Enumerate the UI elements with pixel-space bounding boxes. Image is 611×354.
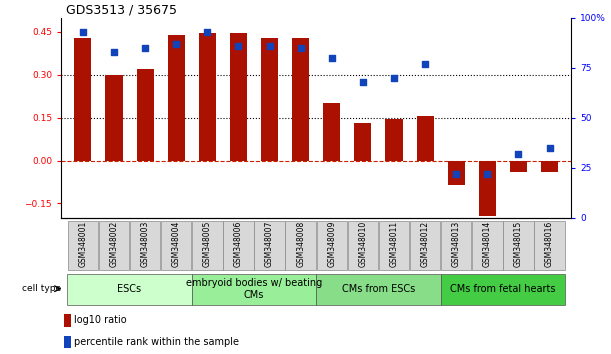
FancyBboxPatch shape: [68, 221, 98, 270]
Bar: [64, 314, 71, 327]
Text: GSM348005: GSM348005: [203, 221, 212, 267]
Text: percentile rank within the sample: percentile rank within the sample: [74, 337, 239, 347]
Point: [265, 43, 274, 48]
Text: GSM348015: GSM348015: [514, 221, 523, 267]
FancyBboxPatch shape: [192, 221, 222, 270]
FancyBboxPatch shape: [254, 221, 285, 270]
Bar: [136, 69, 153, 161]
Text: CMs from fetal hearts: CMs from fetal hearts: [450, 284, 555, 294]
Bar: [510, 161, 527, 172]
Bar: [167, 35, 185, 161]
FancyBboxPatch shape: [441, 221, 472, 270]
FancyBboxPatch shape: [348, 221, 378, 270]
Text: GSM348012: GSM348012: [420, 221, 430, 267]
Bar: [75, 38, 92, 161]
Bar: [354, 124, 371, 161]
FancyBboxPatch shape: [503, 221, 533, 270]
Text: log10 ratio: log10 ratio: [74, 315, 126, 325]
Text: embryoid bodies w/ beating
CMs: embryoid bodies w/ beating CMs: [186, 278, 322, 299]
FancyBboxPatch shape: [99, 221, 130, 270]
Text: GSM348004: GSM348004: [172, 221, 181, 267]
FancyBboxPatch shape: [316, 221, 347, 270]
Point: [327, 55, 337, 61]
Point: [296, 45, 306, 51]
Bar: [386, 119, 403, 161]
Text: GSM348008: GSM348008: [296, 221, 305, 267]
FancyBboxPatch shape: [285, 221, 316, 270]
FancyBboxPatch shape: [161, 221, 191, 270]
Point: [483, 171, 492, 177]
FancyBboxPatch shape: [534, 221, 565, 270]
Text: GSM348016: GSM348016: [545, 221, 554, 267]
Text: GSM348009: GSM348009: [327, 221, 336, 267]
FancyBboxPatch shape: [67, 274, 192, 304]
Text: GSM348001: GSM348001: [78, 221, 87, 267]
FancyBboxPatch shape: [410, 221, 441, 270]
FancyBboxPatch shape: [379, 221, 409, 270]
Point: [452, 171, 461, 177]
Point: [78, 29, 88, 35]
Text: GSM348011: GSM348011: [389, 221, 398, 267]
Point: [544, 145, 554, 150]
Point: [109, 49, 119, 55]
Text: GSM348007: GSM348007: [265, 221, 274, 267]
Bar: [448, 161, 465, 185]
Bar: [261, 38, 278, 161]
Bar: [323, 103, 340, 161]
FancyBboxPatch shape: [130, 221, 160, 270]
Point: [389, 75, 399, 80]
Point: [358, 79, 368, 85]
Bar: [417, 116, 434, 161]
Bar: [479, 161, 496, 216]
FancyBboxPatch shape: [223, 221, 254, 270]
Bar: [199, 33, 216, 161]
Text: GSM348010: GSM348010: [359, 221, 367, 267]
Text: GSM348006: GSM348006: [234, 221, 243, 267]
Text: ESCs: ESCs: [117, 284, 142, 294]
Bar: [541, 161, 558, 172]
Bar: [106, 75, 123, 161]
Bar: [292, 38, 309, 161]
Point: [420, 61, 430, 67]
Text: GSM348014: GSM348014: [483, 221, 492, 267]
FancyBboxPatch shape: [441, 274, 565, 304]
Point: [233, 43, 243, 48]
Text: cell type: cell type: [22, 284, 61, 293]
FancyBboxPatch shape: [472, 221, 502, 270]
Text: GSM348002: GSM348002: [109, 221, 119, 267]
Point: [513, 151, 523, 156]
Point: [202, 29, 212, 35]
Point: [171, 41, 181, 46]
FancyBboxPatch shape: [192, 274, 316, 304]
FancyBboxPatch shape: [316, 274, 441, 304]
Text: CMs from ESCs: CMs from ESCs: [342, 284, 415, 294]
Text: GDS3513 / 35675: GDS3513 / 35675: [66, 4, 177, 17]
Point: [140, 45, 150, 51]
Text: GSM348003: GSM348003: [141, 221, 150, 267]
Bar: [230, 33, 247, 161]
Text: GSM348013: GSM348013: [452, 221, 461, 267]
Bar: [64, 336, 71, 348]
